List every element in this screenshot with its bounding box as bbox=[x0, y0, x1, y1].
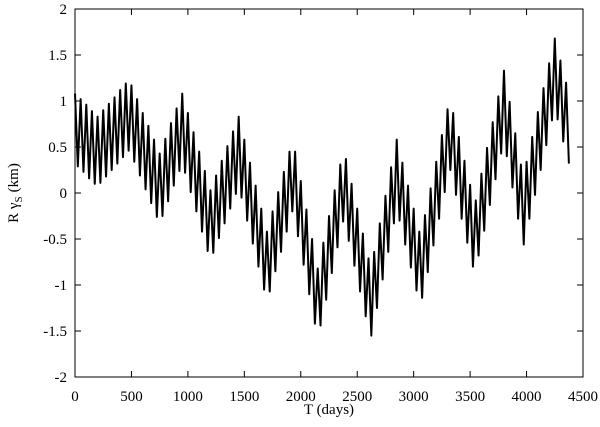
y-axis-label-sub: S bbox=[13, 196, 25, 202]
x-tick-label: 500 bbox=[120, 389, 143, 405]
x-tick-label: 1500 bbox=[229, 389, 259, 405]
x-tick-label: 3500 bbox=[455, 389, 485, 405]
y-tick-label: 2 bbox=[60, 2, 68, 18]
y-axis-label-main: R γ bbox=[6, 202, 22, 223]
y-tick-label: 1 bbox=[60, 94, 68, 110]
y-tick-label: 0.5 bbox=[48, 140, 67, 156]
x-tick-label: 1000 bbox=[173, 389, 203, 405]
y-tick-label: 0 bbox=[60, 186, 68, 202]
x-tick-label: 2500 bbox=[342, 389, 372, 405]
y-axis-label-unit: (km) bbox=[6, 163, 22, 192]
y-tick-label: -0.5 bbox=[43, 232, 67, 248]
x-tick-label: 0 bbox=[71, 389, 79, 405]
y-tick-label: -1 bbox=[55, 278, 68, 294]
x-tick-label: 4000 bbox=[512, 389, 542, 405]
x-axis-label: T (days) bbox=[304, 402, 354, 418]
data-line bbox=[74, 37, 570, 337]
y-axis-label: R γS (km) bbox=[6, 163, 25, 223]
x-tick-label: 2000 bbox=[286, 389, 316, 405]
y-tick-label: 1.5 bbox=[48, 48, 67, 64]
y-tick-label: -2 bbox=[55, 370, 68, 386]
x-tick-label: 3000 bbox=[399, 389, 429, 405]
y-tick-label: -1.5 bbox=[43, 324, 67, 340]
x-tick-label: 4500 bbox=[568, 389, 598, 405]
